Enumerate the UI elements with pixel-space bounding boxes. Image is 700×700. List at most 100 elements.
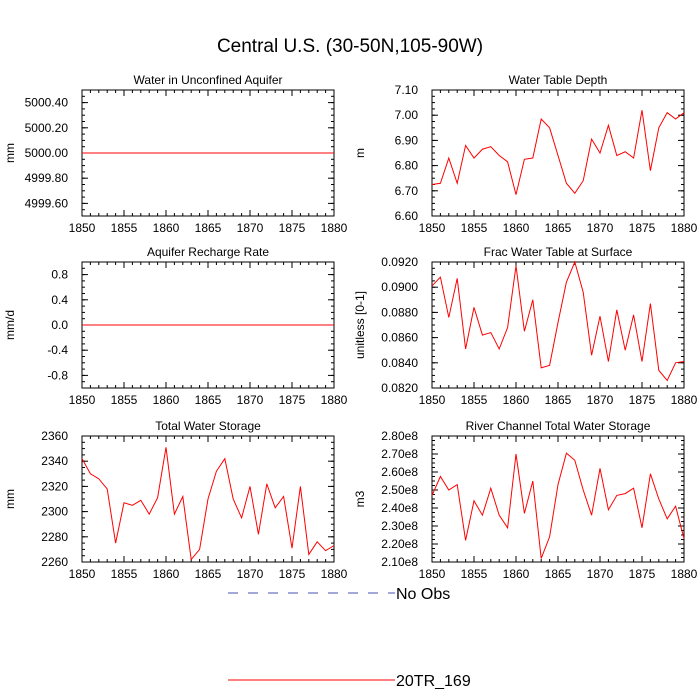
x-tick-label: 1850 <box>69 221 96 235</box>
x-tick-label: 1850 <box>419 567 446 581</box>
y-tick-label: 2.40e8 <box>381 501 418 515</box>
panel-frac-water-table-at-surface: Frac Water Table at Surface unitless [0-1… <box>353 245 698 407</box>
panel-total-water-storage: Total Water Storage mm 1850 1855 1860 1865 187… <box>3 419 348 581</box>
figure-title: Central U.S. (30-50N,105-90W) <box>216 36 484 57</box>
x-tick-label: 1875 <box>629 221 656 235</box>
y-tick-label: 2.30e8 <box>381 519 418 533</box>
x-tick-label: 1875 <box>629 393 656 407</box>
y-tick-label: 2260 <box>41 555 68 569</box>
x-tick-label: 1875 <box>279 393 306 407</box>
y-tick-label: 0.8 <box>51 268 68 282</box>
y-tick-label: 6.60 <box>395 209 419 223</box>
x-tick-label: 1880 <box>321 567 348 581</box>
panel-title: Aquifer Recharge Rate <box>147 245 269 259</box>
x-tick-label: 1870 <box>237 221 264 235</box>
y-tick-label: 2340 <box>41 454 68 468</box>
x-tick-label: 1860 <box>503 393 530 407</box>
y-axis-label: mm/d <box>3 310 17 340</box>
x-tick-label: 1850 <box>69 567 96 581</box>
y-tick-label: 2320 <box>41 479 68 493</box>
y-axis-label: mm <box>3 143 17 163</box>
y-tick-label: 7.00 <box>395 108 419 122</box>
x-tick-label: 1865 <box>195 393 222 407</box>
y-tick-label: 7.10 <box>395 83 419 97</box>
y-tick-label: 2.50e8 <box>381 483 418 497</box>
y-axis-label: m <box>353 148 367 158</box>
x-tick-label: 1855 <box>111 393 138 407</box>
x-tick-label: 1860 <box>153 393 180 407</box>
x-tick-label: 1860 <box>153 221 180 235</box>
y-tick-label: 2.20e8 <box>381 537 418 551</box>
panel-title: Water Table Depth <box>509 73 608 87</box>
y-tick-label: 2.70e8 <box>381 447 418 461</box>
x-tick-label: 1870 <box>587 567 614 581</box>
x-tick-label: 1850 <box>69 393 96 407</box>
series-line-20tr-169 <box>431 260 685 382</box>
x-tick-label: 1875 <box>279 567 306 581</box>
y-tick-label: 0.0840 <box>381 356 418 370</box>
x-tick-label: 1870 <box>237 393 264 407</box>
y-tick-label: 6.70 <box>395 184 419 198</box>
panel-title: Frac Water Table at Surface <box>484 245 633 259</box>
y-tick-label: 0.4 <box>51 293 68 307</box>
y-tick-label: 2360 <box>41 429 68 443</box>
x-tick-label: 1855 <box>461 567 488 581</box>
y-axis-label: unitless [0-1] <box>353 291 367 359</box>
y-tick-label: 2280 <box>41 530 68 544</box>
y-tick-label: 0.0 <box>51 318 68 332</box>
y-tick-label: 0.0820 <box>381 381 418 395</box>
x-tick-label: 1880 <box>321 221 348 235</box>
x-tick-label: 1855 <box>111 567 138 581</box>
x-tick-label: 1855 <box>111 221 138 235</box>
y-axis-label: mm <box>3 489 17 509</box>
legend-label-no-obs: No Obs <box>396 586 450 603</box>
x-tick-label: 1865 <box>545 221 572 235</box>
y-axis-label: m3 <box>353 490 367 507</box>
x-tick-label: 1860 <box>153 567 180 581</box>
y-tick-label: 5000.00 <box>25 146 69 160</box>
y-tick-label: 6.80 <box>395 159 419 173</box>
legend: No Obs 20TR_169 <box>228 586 471 690</box>
panel-aquifer-recharge-rate: Aquifer Recharge Rate mm/d 1850 1855 1860 186… <box>3 245 348 407</box>
y-tick-label: 2.80e8 <box>381 429 418 443</box>
y-tick-label: -0.4 <box>47 343 68 357</box>
x-tick-label: 1870 <box>587 393 614 407</box>
panel-water-table-depth: Water Table Depth m 1850 1855 1860 1865 1870 18… <box>353 73 698 235</box>
x-tick-label: 1870 <box>237 567 264 581</box>
x-tick-label: 1855 <box>461 393 488 407</box>
y-tick-label: 5000.40 <box>25 96 69 110</box>
x-tick-label: 1875 <box>279 221 306 235</box>
legend-label-20tr-169: 20TR_169 <box>396 673 471 690</box>
series-line-20tr-169 <box>81 447 335 561</box>
x-tick-label: 1855 <box>461 221 488 235</box>
y-tick-label: 0.0920 <box>381 255 418 269</box>
panel-title: Water in Unconfined Aquifer <box>134 73 283 87</box>
y-tick-label: 2300 <box>41 505 68 519</box>
x-tick-label: 1875 <box>629 567 656 581</box>
y-tick-label: 0.0860 <box>381 331 418 345</box>
y-tick-label: 2.60e8 <box>381 465 418 479</box>
x-tick-label: 1880 <box>671 567 698 581</box>
panel-river-channel-total-water-storage: River Channel Total Water Storage m3 1850 1… <box>353 419 698 581</box>
x-tick-label: 1850 <box>419 393 446 407</box>
x-tick-label: 1865 <box>195 221 222 235</box>
series-line-20tr-169 <box>431 110 685 195</box>
x-tick-label: 1860 <box>503 221 530 235</box>
y-tick-label: 0.0900 <box>381 280 418 294</box>
x-tick-label: 1880 <box>671 393 698 407</box>
y-tick-label: 6.90 <box>395 133 419 147</box>
y-tick-label: 4999.60 <box>25 196 69 210</box>
series-line-20tr-169 <box>431 452 685 559</box>
panel-title: River Channel Total Water Storage <box>466 419 651 433</box>
panel-water-in-unconfined-aquifer: Water in Unconfined Aquifer mm 1850 1855 186… <box>3 73 348 235</box>
y-tick-label: 5000.20 <box>25 121 69 135</box>
y-tick-label: -0.8 <box>47 368 68 382</box>
x-tick-label: 1880 <box>671 221 698 235</box>
x-tick-label: 1850 <box>419 221 446 235</box>
panel-title: Total Water Storage <box>155 419 261 433</box>
y-tick-label: 0.0880 <box>381 305 418 319</box>
x-tick-label: 1860 <box>503 567 530 581</box>
x-tick-label: 1865 <box>545 393 572 407</box>
x-tick-label: 1880 <box>321 393 348 407</box>
